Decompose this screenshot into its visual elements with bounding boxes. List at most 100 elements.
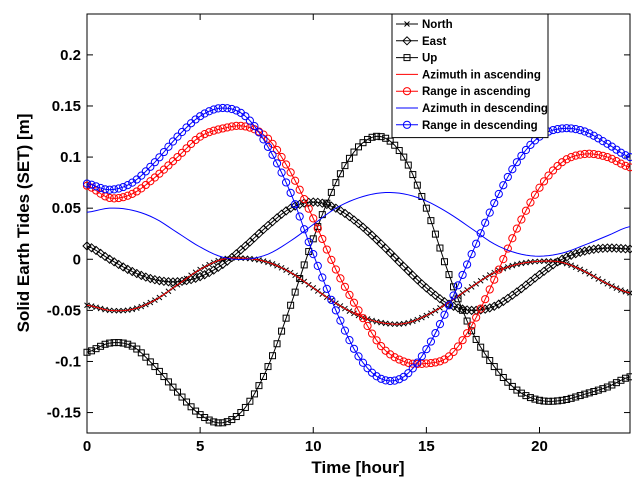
data-point — [277, 168, 286, 177]
data-point — [512, 158, 521, 167]
data-point — [326, 201, 337, 211]
x-tick-label: 0 — [83, 438, 91, 455]
data-point — [481, 295, 490, 304]
data-point — [115, 339, 123, 347]
data-point — [245, 116, 254, 125]
data-point — [494, 189, 503, 199]
data-point — [535, 183, 544, 192]
data-point — [282, 178, 291, 187]
data-point — [300, 225, 309, 234]
data-point — [400, 153, 408, 161]
data-point — [110, 339, 118, 347]
data-point — [561, 252, 572, 262]
data-point — [205, 107, 214, 116]
data-point — [477, 343, 485, 351]
legend-swatch-marker — [402, 120, 412, 129]
data-point — [263, 134, 273, 143]
data-point — [241, 122, 250, 131]
data-point — [521, 145, 531, 155]
data-point — [485, 303, 495, 313]
data-point — [119, 193, 128, 202]
data-point — [322, 284, 331, 293]
data-point — [412, 275, 423, 285]
data-point — [151, 363, 159, 371]
legend-entry-label: North — [422, 19, 453, 31]
data-point — [449, 291, 458, 300]
data-point — [146, 162, 155, 171]
data-point — [554, 397, 562, 405]
data-point — [300, 261, 308, 269]
series-line — [86, 135, 631, 424]
data-point — [168, 277, 178, 287]
data-point — [223, 418, 231, 426]
data-point — [291, 288, 299, 296]
data-point — [182, 144, 191, 153]
legend-swatch-marker — [403, 54, 411, 62]
data-point — [386, 350, 395, 359]
data-point — [562, 155, 571, 164]
y-tick-label: -0.15 — [47, 405, 81, 422]
data-point — [490, 363, 498, 371]
data-point — [105, 193, 114, 203]
data-point — [453, 342, 463, 351]
data-point — [481, 350, 489, 358]
data-point — [192, 407, 200, 415]
data-point — [246, 397, 254, 405]
data-point — [91, 245, 101, 256]
data-point — [426, 358, 435, 368]
data-point — [100, 251, 110, 262]
data-point — [408, 364, 417, 373]
data-point — [133, 345, 141, 353]
data-point — [340, 326, 350, 335]
data-point — [285, 203, 296, 213]
data-point — [345, 336, 354, 345]
data-point — [621, 161, 630, 170]
data-point — [196, 112, 205, 121]
data-point — [485, 208, 494, 217]
data-point — [472, 239, 481, 248]
data-point — [530, 190, 540, 199]
data-point — [413, 358, 422, 367]
data-point — [549, 397, 557, 405]
data-point — [327, 188, 335, 196]
data-point — [566, 250, 576, 260]
data-point — [106, 339, 114, 347]
data-point — [300, 194, 309, 204]
data-point — [295, 185, 304, 194]
data-point — [593, 244, 604, 254]
data-point — [430, 290, 441, 300]
data-point — [209, 126, 218, 135]
data-point — [364, 135, 372, 143]
data-point — [594, 386, 602, 394]
data-point — [232, 413, 240, 421]
data-point — [531, 395, 539, 403]
data-point — [476, 304, 485, 313]
data-point — [558, 124, 567, 133]
data-point — [435, 293, 445, 304]
data-point — [168, 137, 178, 146]
data-point — [499, 373, 507, 381]
series-azimuth-in-descending — [86, 192, 631, 260]
data-point — [526, 394, 534, 402]
data-point — [349, 215, 359, 225]
data-point — [96, 189, 105, 198]
data-point — [598, 151, 607, 160]
data-point — [476, 229, 485, 238]
y-tick-label: 0.05 — [52, 200, 81, 217]
y-tick-label: 0.1 — [60, 149, 81, 166]
data-point — [594, 150, 603, 159]
data-point — [84, 302, 90, 309]
legend: North East Up Azimuth in ascending Range in … — [391, 13, 549, 139]
data-point — [119, 339, 127, 347]
data-point — [408, 270, 418, 281]
data-point — [187, 403, 195, 411]
data-point — [417, 359, 426, 368]
data-point — [585, 149, 594, 158]
data-point — [155, 367, 163, 375]
data-point — [598, 243, 608, 254]
data-point — [327, 295, 336, 304]
data-point — [467, 321, 476, 330]
data-point — [372, 336, 381, 345]
data-point — [210, 418, 218, 426]
